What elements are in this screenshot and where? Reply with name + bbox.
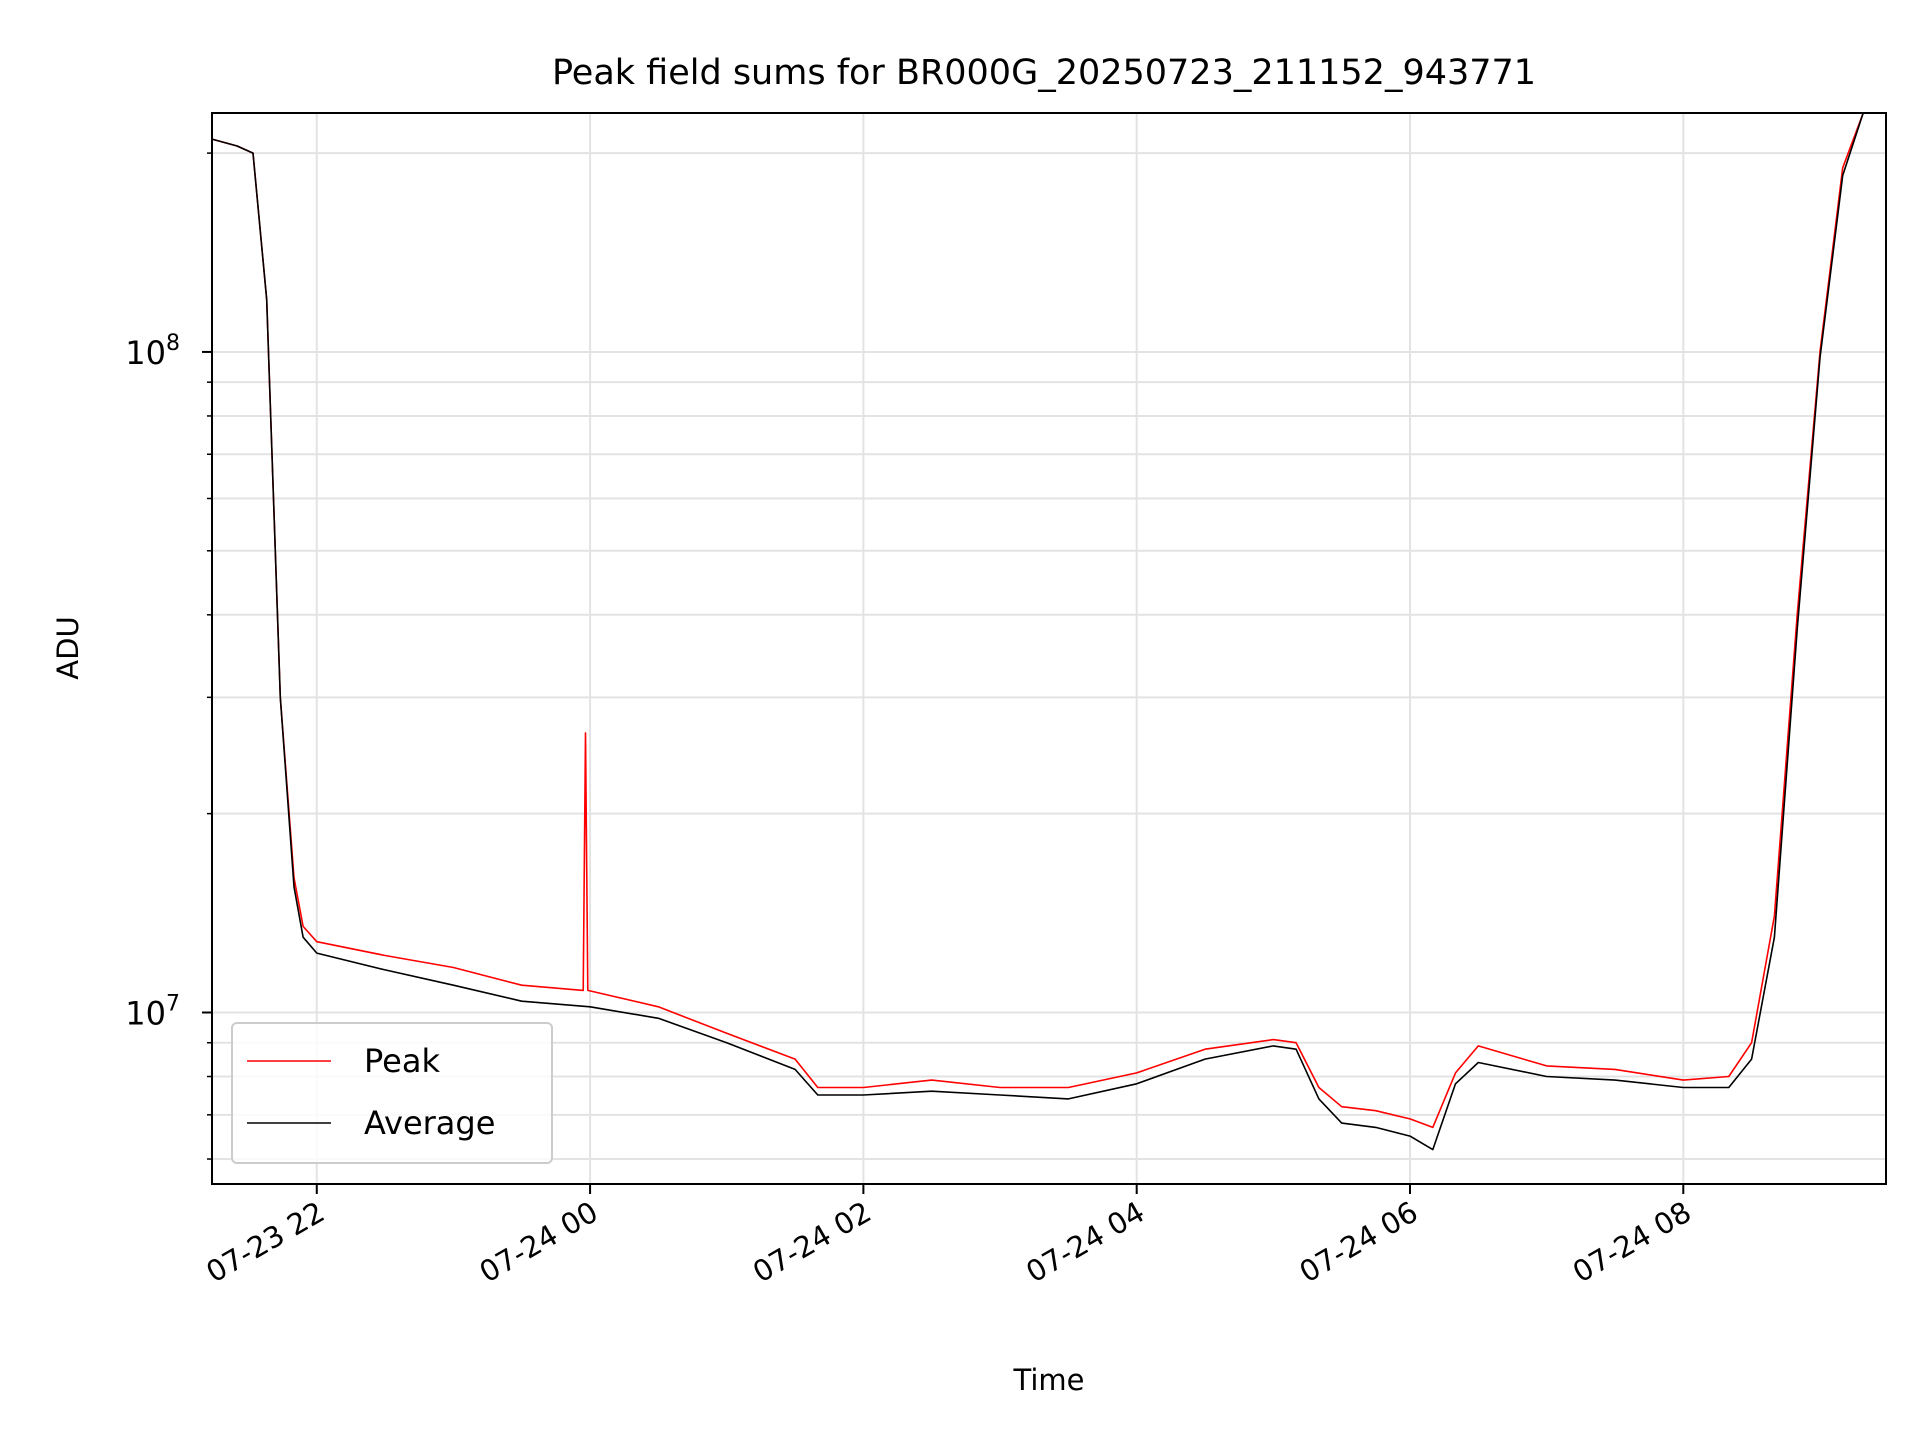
legend-label-peak: Peak — [364, 1042, 440, 1080]
legend: Peak Average — [231, 1022, 553, 1164]
x-axis-label: Time — [1013, 1363, 1085, 1397]
plot-lines — [211, 112, 1886, 1151]
y-tick-label: 107 — [125, 991, 180, 1032]
chart-title: Peak field sums for BR000G_20250723_2111… — [552, 53, 1536, 93]
y-axis-ticks: 107 108 — [125, 152, 212, 1160]
y-axis-label: ADU — [51, 616, 85, 679]
y-tick-label: 108 — [125, 331, 180, 372]
series-line-average — [211, 112, 1886, 1151]
legend-label-average: Average — [364, 1104, 495, 1142]
series-line-peak — [211, 112, 1886, 1129]
legend-box — [231, 1022, 553, 1164]
plot-area-frame — [211, 112, 1887, 1185]
